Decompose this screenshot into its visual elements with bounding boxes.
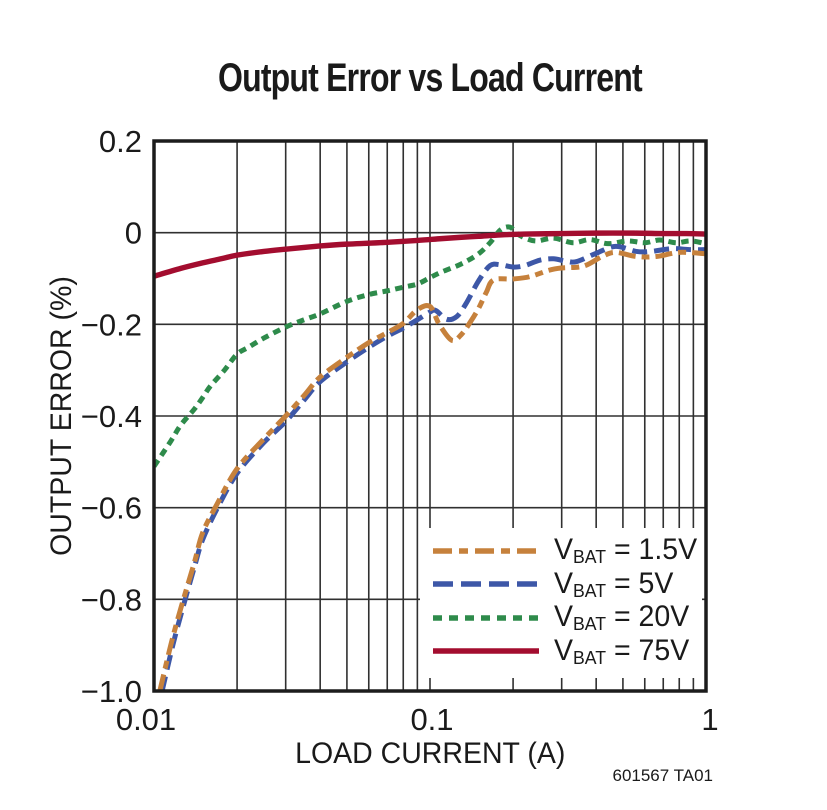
y-axis-title: OUTPUT ERROR (%) bbox=[45, 269, 79, 563]
legend-label-symbol: V bbox=[554, 533, 574, 567]
legend: VBAT = 1.5V VBAT = 5V VBAT = 20V VBAT = … bbox=[420, 528, 702, 678]
legend-label-value: = 5V bbox=[606, 566, 674, 600]
legend-line-sample-vbat-75v bbox=[433, 648, 539, 654]
legend-label: VBAT = 1.5V bbox=[554, 533, 697, 568]
y-tick-label: 0.2 bbox=[99, 124, 142, 159]
legend-label-symbol: V bbox=[554, 566, 574, 600]
legend-item: VBAT = 5V bbox=[420, 567, 702, 602]
curve-vbat-1-5v bbox=[157, 249, 706, 691]
chart-title: Output Error vs Load Current bbox=[154, 56, 706, 101]
legend-item: VBAT = 20V bbox=[420, 600, 702, 635]
legend-label-value: = 75V bbox=[606, 633, 690, 667]
legend-line-sample-vbat-20v bbox=[433, 615, 539, 621]
tick-labels: 0.2 0 −0.2 −0.4 −0.6 −0.8 −1.00.01 0.1 1 bbox=[81, 124, 719, 737]
x-axis-title-text: LOAD CURRENT (A) bbox=[294, 737, 566, 770]
y-axis-title-text: OUTPUT ERROR (%) bbox=[45, 276, 78, 556]
legend-label-value: = 1.5V bbox=[606, 533, 698, 567]
y-tick-label: −0.4 bbox=[81, 399, 142, 434]
legend-label: VBAT = 75V bbox=[554, 634, 689, 669]
plot-border bbox=[152, 139, 708, 693]
x-tick-label: 1 bbox=[701, 702, 718, 737]
legend-label: VBAT = 5V bbox=[554, 567, 673, 602]
legend-line-sample-vbat-1-5v bbox=[433, 548, 539, 554]
curves bbox=[154, 224, 706, 691]
legend-label-subscript: BAT bbox=[573, 546, 607, 568]
y-tick-label: 0 bbox=[125, 216, 142, 251]
legend-line-sample-vbat-5v bbox=[433, 581, 539, 587]
legend-item: VBAT = 1.5V bbox=[420, 533, 702, 568]
y-tick-label: −1.0 bbox=[81, 674, 142, 709]
legend-label-symbol: V bbox=[554, 600, 574, 634]
curve-vbat-20v bbox=[154, 224, 706, 468]
y-tick-label: −0.2 bbox=[81, 307, 142, 342]
x-axis-title: LOAD CURRENT (A) bbox=[154, 737, 706, 771]
legend-label-value: = 20V bbox=[606, 600, 690, 634]
legend-label-subscript: BAT bbox=[573, 613, 607, 635]
y-tick-label: −0.8 bbox=[81, 582, 142, 617]
legend-item: VBAT = 75V bbox=[420, 634, 702, 669]
curve-vbat-5v bbox=[159, 243, 706, 691]
chart-title-text: Output Error vs Load Current bbox=[218, 56, 643, 100]
curve-vbat-75v bbox=[154, 230, 706, 279]
y-tick-label: −0.6 bbox=[81, 491, 142, 526]
legend-label-subscript: BAT bbox=[573, 579, 607, 601]
x-tick-label: 0.01 bbox=[116, 702, 176, 737]
legend-label-subscript: BAT bbox=[573, 646, 607, 668]
legend-label: VBAT = 20V bbox=[554, 600, 689, 635]
figure-number: 601567 TA01 bbox=[612, 766, 713, 785]
legend-label-symbol: V bbox=[554, 633, 574, 667]
x-tick-label: 0.1 bbox=[410, 702, 453, 737]
